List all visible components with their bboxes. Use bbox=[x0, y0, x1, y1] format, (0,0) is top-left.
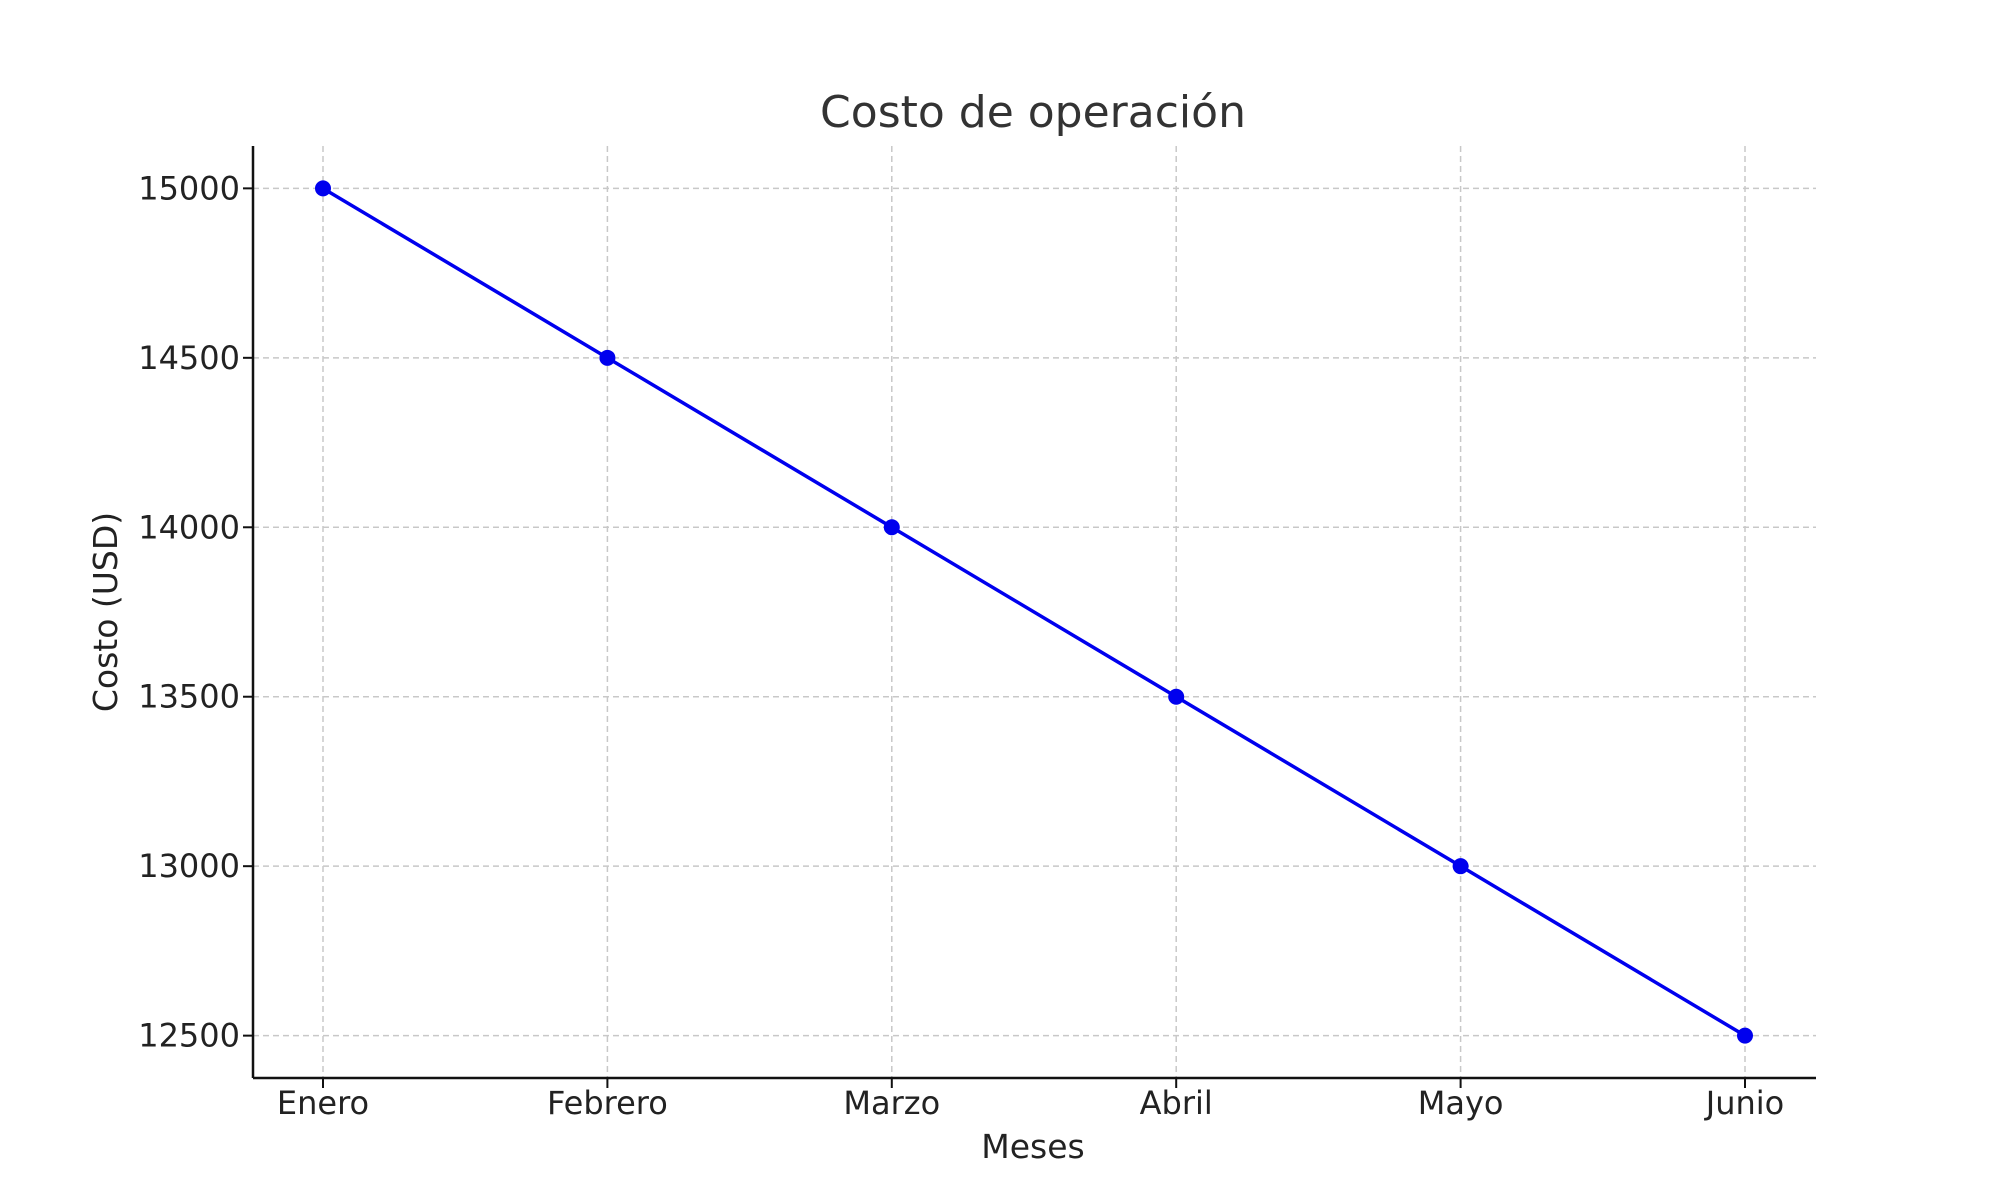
y-tick-label: 13500 bbox=[138, 678, 240, 716]
y-tick-label: 12500 bbox=[138, 1017, 240, 1055]
x-tick-label: Junio bbox=[1704, 1084, 1784, 1122]
x-tick-label: Mayo bbox=[1418, 1084, 1504, 1122]
data-point bbox=[1168, 688, 1185, 705]
axes bbox=[251, 146, 1816, 1080]
y-tick-label: 15000 bbox=[138, 169, 240, 207]
y-tick-label: 14500 bbox=[138, 339, 240, 377]
x-tick-label: Febrero bbox=[547, 1084, 668, 1122]
data-point bbox=[599, 349, 616, 366]
axis-ticks: Enero Febrero Marzo Abril Mayo Junio 12500 1300… bbox=[138, 169, 1784, 1122]
series-layer bbox=[315, 180, 1753, 1044]
data-point bbox=[315, 180, 331, 197]
data-point bbox=[1737, 1027, 1753, 1044]
y-axis-label: Costo (USD) bbox=[86, 512, 125, 712]
x-tick-label: Enero bbox=[277, 1084, 369, 1122]
y-tick-label: 14000 bbox=[138, 508, 240, 546]
data-point bbox=[1452, 858, 1469, 875]
grid-lines bbox=[253, 146, 1816, 1078]
x-tick-label: Marzo bbox=[843, 1084, 940, 1122]
chart-title: Costo de operación bbox=[820, 87, 1246, 138]
y-tick-label: 13000 bbox=[138, 847, 240, 885]
x-tick-label: Abril bbox=[1140, 1084, 1213, 1122]
series-line bbox=[322, 186, 1746, 1038]
data-point bbox=[883, 519, 900, 536]
x-axis-label: Meses bbox=[981, 1127, 1084, 1166]
